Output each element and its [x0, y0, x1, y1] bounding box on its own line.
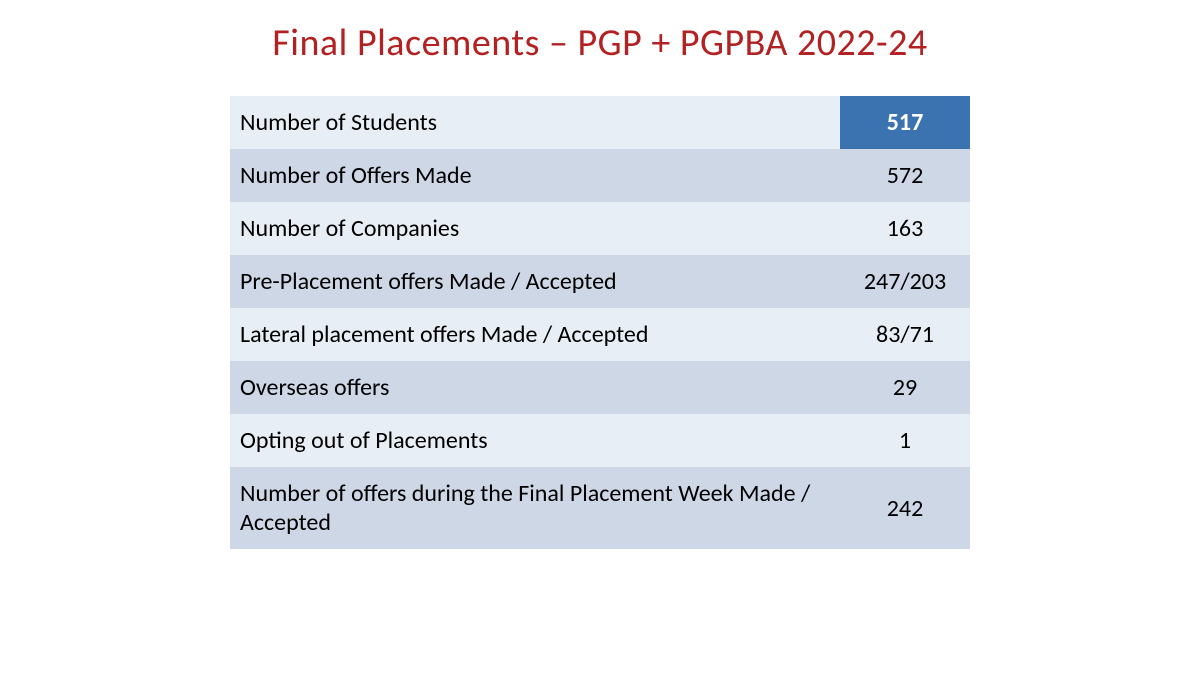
table-row: Number of Companies163: [230, 202, 970, 255]
row-value: 1: [840, 414, 970, 467]
placements-table-wrapper: Number of Students517Number of Offers Ma…: [230, 96, 970, 549]
table-row: Number of offers during the Final Placem…: [230, 467, 970, 549]
row-label: Number of offers during the Final Placem…: [230, 467, 840, 549]
row-value: 572: [840, 149, 970, 202]
page-title: Final Placements – PGP + PGPBA 2022-24: [272, 20, 927, 66]
row-label: Lateral placement offers Made / Accepted: [230, 308, 840, 361]
table-row: Number of Students517: [230, 96, 970, 149]
row-label: Pre-Placement offers Made / Accepted: [230, 255, 840, 308]
table-row: Pre-Placement offers Made / Accepted247/…: [230, 255, 970, 308]
table-row: Overseas offers29: [230, 361, 970, 414]
row-value: 247/203: [840, 255, 970, 308]
row-value: 242: [840, 467, 970, 549]
placements-table: Number of Students517Number of Offers Ma…: [230, 96, 970, 549]
row-value: 83/71: [840, 308, 970, 361]
table-row: Lateral placement offers Made / Accepted…: [230, 308, 970, 361]
table-row: Number of Offers Made572: [230, 149, 970, 202]
row-label: Overseas offers: [230, 361, 840, 414]
row-label: Number of Students: [230, 96, 840, 149]
row-value: 163: [840, 202, 970, 255]
row-value: 517: [840, 96, 970, 149]
table-row: Opting out of Placements1: [230, 414, 970, 467]
row-label: Opting out of Placements: [230, 414, 840, 467]
row-label: Number of Offers Made: [230, 149, 840, 202]
row-label: Number of Companies: [230, 202, 840, 255]
row-value: 29: [840, 361, 970, 414]
